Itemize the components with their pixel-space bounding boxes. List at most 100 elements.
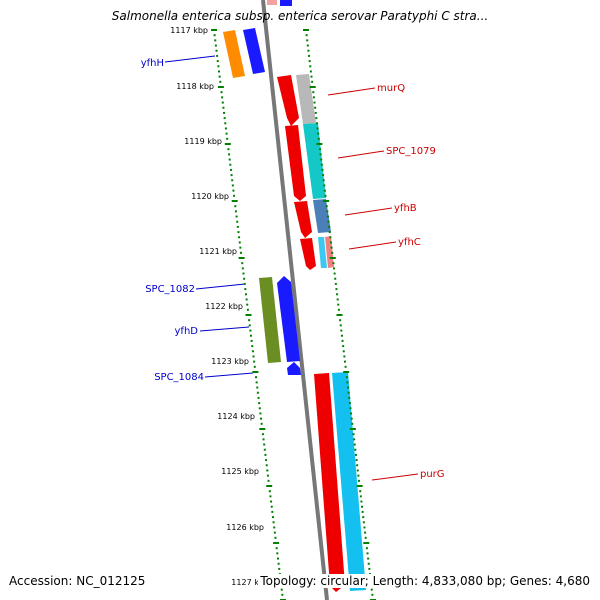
major-tick — [363, 542, 370, 544]
minor-tick — [256, 386, 259, 389]
minor-tick — [270, 505, 273, 508]
minor-tick — [229, 168, 232, 171]
minor-tick — [317, 132, 320, 135]
minor-tick — [314, 106, 317, 109]
gene-label-yfhH[interactable]: yfhH — [141, 58, 164, 69]
minor-tick — [213, 34, 216, 37]
minor-tick — [217, 65, 220, 68]
kbp-label: 1117 kbp — [170, 26, 208, 35]
minor-tick — [255, 376, 258, 379]
kbp-label: 1125 kbp — [221, 467, 259, 476]
feature-yfhB — [313, 199, 331, 233]
feature-yfhD — [277, 276, 300, 362]
minor-tick — [342, 345, 345, 348]
minor-tick — [231, 184, 234, 187]
minor-tick — [316, 127, 319, 130]
minor-tick — [246, 303, 249, 306]
minor-tick — [370, 588, 373, 591]
major-tick — [238, 257, 245, 259]
minor-tick — [359, 490, 362, 493]
gene-label-yfhC[interactable]: yfhC — [398, 237, 421, 248]
minor-tick — [346, 381, 349, 384]
minor-tick — [326, 210, 329, 213]
minor-tick — [353, 438, 356, 441]
minor-tick — [366, 552, 369, 555]
minor-tick — [333, 272, 336, 275]
minor-tick — [354, 448, 357, 451]
minor-tick — [252, 355, 255, 358]
minor-tick — [325, 205, 328, 208]
kbp-label: 1126 kbp — [226, 523, 264, 532]
minor-tick — [233, 194, 236, 197]
minor-tick — [320, 158, 323, 161]
minor-tick — [235, 215, 238, 218]
minor-tick — [331, 251, 334, 254]
minor-tick — [225, 132, 228, 135]
minor-tick — [315, 117, 318, 120]
minor-tick — [367, 557, 370, 560]
kbp-label: 1121 kbp — [199, 247, 237, 256]
minor-tick — [265, 459, 268, 462]
minor-tick — [309, 65, 312, 68]
minor-tick — [337, 308, 340, 311]
minor-tick — [364, 536, 367, 539]
minor-tick — [243, 277, 246, 280]
gene-label-SPC_1082[interactable]: SPC_1082 — [145, 284, 195, 295]
minor-tick — [356, 469, 359, 472]
major-tick — [356, 485, 363, 487]
minor-tick — [361, 510, 364, 513]
minor-tick — [315, 122, 318, 125]
kbp-label: 1124 kbp — [217, 412, 255, 421]
minor-tick — [356, 464, 359, 467]
genome-backbone — [261, 0, 329, 600]
minor-tick — [219, 80, 222, 83]
minor-tick — [276, 557, 279, 560]
minor-tick — [231, 179, 234, 182]
minor-tick — [312, 91, 315, 94]
kbp-label: 1123 kbp — [211, 357, 249, 366]
minor-tick — [270, 500, 273, 503]
minor-tick — [223, 111, 226, 114]
minor-tick — [227, 148, 230, 151]
feature-partial-top — [267, 0, 277, 5]
minor-tick — [258, 402, 261, 405]
kbp-label: 1127 kbp — [231, 578, 269, 587]
feature-murQ — [296, 74, 316, 124]
feature-SPC_1084 — [287, 362, 301, 375]
minor-tick — [336, 298, 339, 301]
gene-label-yfhD[interactable]: yfhD — [175, 326, 199, 337]
leader-yfhD — [199, 326, 250, 332]
minor-tick — [262, 438, 265, 441]
minor-tick — [228, 158, 231, 161]
gene-label-yfhB[interactable]: yfhB — [394, 203, 417, 214]
minor-tick — [339, 319, 342, 322]
minor-tick — [362, 521, 365, 524]
gene-label-SPC_1079[interactable]: SPC_1079 — [386, 146, 436, 157]
gene-label-SPC_1084[interactable]: SPC_1084 — [154, 372, 204, 383]
major-tick — [329, 257, 336, 259]
minor-tick — [367, 562, 370, 565]
major-tick — [323, 200, 330, 202]
minor-tick — [319, 153, 322, 156]
kbp-label: 1118 kbp — [176, 82, 214, 91]
minor-tick — [320, 163, 323, 166]
minor-tick — [226, 137, 229, 140]
minor-tick — [260, 417, 263, 420]
feature-purG-red — [314, 373, 345, 592]
leader-yfhC — [348, 241, 397, 250]
minor-tick — [313, 101, 316, 104]
minor-tick — [342, 350, 345, 353]
minor-tick — [224, 127, 227, 130]
gene-label-purG[interactable]: purG — [420, 469, 445, 480]
minor-tick — [330, 246, 333, 249]
minor-tick — [308, 54, 311, 57]
feature-SPC_1082 — [259, 277, 281, 363]
minor-tick — [241, 267, 244, 270]
minor-tick — [214, 44, 217, 47]
minor-tick — [253, 360, 256, 363]
minor-tick — [328, 225, 331, 228]
minor-tick — [258, 407, 261, 410]
minor-tick — [354, 453, 357, 456]
gene-label-murQ[interactable]: murQ — [377, 83, 405, 94]
